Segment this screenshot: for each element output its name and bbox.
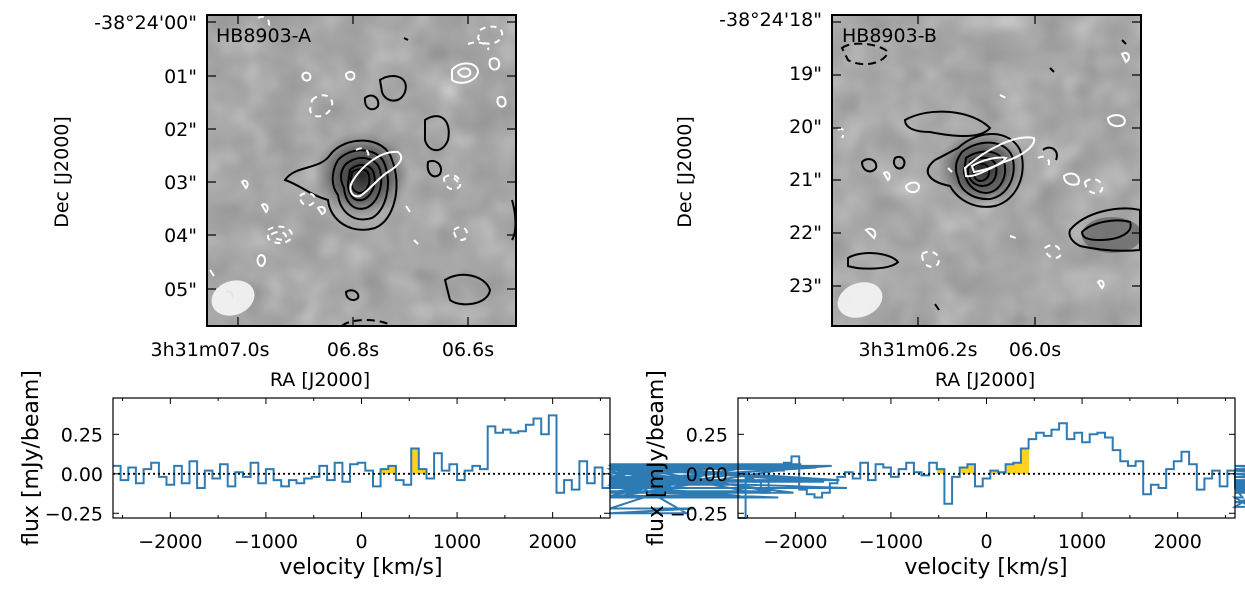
highlight-region <box>936 448 1030 474</box>
highlight-bin <box>418 469 427 474</box>
map-title-a: HB8903-A <box>216 25 311 47</box>
ylabel: flux [mJy/beam] <box>19 370 44 546</box>
highlight-bin <box>1005 464 1014 474</box>
map-ylabel-b: Dec [J2000] <box>674 116 696 228</box>
highlight-bin <box>959 467 968 474</box>
map-y-ticklabels-a: -38°24'00" 01" 02" 03" 04" 05" <box>94 12 197 301</box>
y-ticklabel: -38°24'00" <box>94 12 197 34</box>
xlabel: velocity [km/s] <box>279 555 442 580</box>
highlight-bin <box>1020 448 1030 474</box>
x-ticklabel: 06.6s <box>442 339 494 361</box>
map-ylabel-a: Dec [J2000] <box>51 116 73 228</box>
x-ticklabel: 1000 <box>433 531 481 553</box>
y-ticklabel: 01" <box>164 66 197 88</box>
map-ticks-a <box>207 15 516 326</box>
x-ticklabel: 06.0s <box>1009 339 1061 361</box>
highlight-region <box>380 448 427 474</box>
y-ticklabel: -38°24'18" <box>719 9 822 31</box>
y-ticklabel: 23" <box>789 275 822 297</box>
negative-contours-a <box>209 57 507 277</box>
x-ticklabel: −2000 <box>138 531 202 553</box>
y-ticklabel: −0.25 <box>45 503 103 525</box>
map-panel-a: HB8903-A -38°24'00" 01" 02" 03" 04" 05" … <box>51 12 517 391</box>
y-ticklabel: 0.00 <box>686 464 728 486</box>
map-title-b: HB8903-B <box>842 25 937 47</box>
highlight-bin <box>967 464 976 474</box>
x-ticklabel: 1000 <box>1058 531 1106 553</box>
negative-contours-b <box>864 52 1130 290</box>
y-ticklabel: 0.00 <box>61 464 103 486</box>
highlight-bin <box>388 465 397 474</box>
highlight-bin <box>411 448 420 474</box>
y-ticklabel: 03" <box>164 172 197 194</box>
y-ticklabel: 19" <box>789 63 822 85</box>
highlight-bin <box>936 469 945 474</box>
highlight-bin <box>990 470 999 474</box>
y-ticklabel: −0.25 <box>670 503 728 525</box>
map-x-ticklabels-a: 3h31m07.0s 06.8s 06.6s <box>150 339 494 361</box>
beam-ellipse-b <box>837 282 883 318</box>
y-ticklabel: 02" <box>164 119 197 141</box>
x-ticklabel: −1000 <box>859 531 923 553</box>
x-ticklabel: 2000 <box>528 531 576 553</box>
spectrum-step-line <box>113 414 848 515</box>
xlabel: velocity [km/s] <box>904 555 1067 580</box>
highlight-bin <box>1013 462 1022 474</box>
axis-ticks: −2000 −1000 0 1000 2000 −0.25 0.00 0.25 <box>670 398 1235 553</box>
x-ticklabel: 2000 <box>1153 531 1201 553</box>
spectrum-line <box>738 422 1245 519</box>
spectrum-panel-b: −2000 −1000 0 1000 2000 −0.25 0.00 0.25 flux [m… <box>644 370 1245 580</box>
spectrum-step-line <box>738 422 1245 519</box>
y-ticklabel: 04" <box>164 225 197 247</box>
map-xlabel-a: RA [J2000] <box>270 369 370 391</box>
x-ticklabel: 06.8s <box>327 339 379 361</box>
map-x-ticklabels-b: 3h31m06.2s 06.0s <box>858 339 1061 361</box>
map-ticks-b <box>832 15 1141 326</box>
x-ticklabel: −1000 <box>234 531 298 553</box>
map-y-ticklabels-b: -38°24'18" 19" 20" 21" 22" 23" <box>719 9 822 297</box>
x-ticklabel: 3h31m06.2s <box>858 339 977 361</box>
map-panel-b: HB8903-B -38°24'18" 19" 20" 21" 22" 23" … <box>674 9 1142 391</box>
axes-frame <box>737 397 1236 519</box>
spectrum-panel-a: −2000 −1000 0 1000 2000 −0.25 0.00 0.25 flux [m… <box>19 370 848 580</box>
y-ticklabel: 05" <box>164 279 197 301</box>
map-xlabel-b: RA [J2000] <box>935 369 1035 391</box>
y-ticklabel: 20" <box>789 116 822 138</box>
y-ticklabel: 0.25 <box>61 424 103 446</box>
x-ticklabel: 0 <box>355 531 367 553</box>
ylabel: flux [mJy/beam] <box>644 370 669 546</box>
y-ticklabel: 22" <box>789 222 822 244</box>
x-ticklabel: 3h31m07.0s <box>150 339 269 361</box>
y-ticklabel: 21" <box>789 169 822 191</box>
x-ticklabel: −2000 <box>763 531 827 553</box>
axes-frame <box>112 397 611 519</box>
spectrum-line <box>113 414 848 515</box>
highlight-bin <box>380 469 389 474</box>
y-ticklabel: 0.25 <box>686 424 728 446</box>
beam-ellipse-a <box>211 280 255 316</box>
x-ticklabel: 0 <box>980 531 992 553</box>
